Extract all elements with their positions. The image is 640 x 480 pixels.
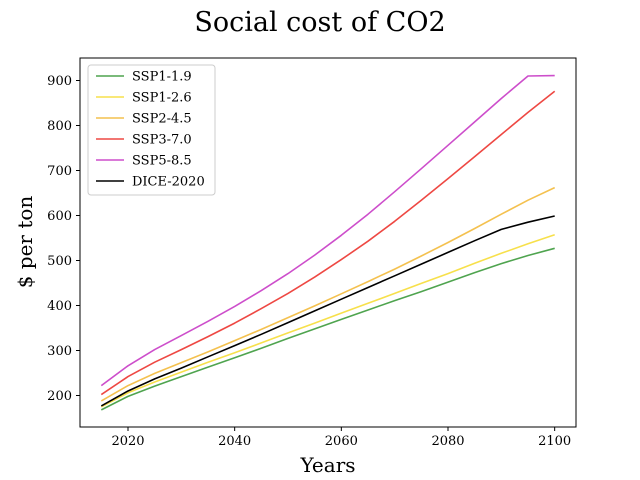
chart-title: Social cost of CO2 [194, 7, 445, 38]
legend-entry: DICE-2020 [132, 175, 205, 190]
x-axis-label: Years [299, 453, 355, 477]
series-line-ssp1-2-6 [100, 234, 555, 408]
y-tick-label: 200 [47, 389, 72, 404]
y-tick-label: 300 [47, 344, 72, 359]
y-tick-label: 400 [47, 299, 72, 314]
series-group [100, 74, 556, 411]
legend-entry: SSP5-8.5 [132, 154, 192, 169]
legend-entry: SSP1-1.9 [132, 70, 192, 85]
series-line-dice-2020 [100, 215, 555, 407]
x-tick-label: 2100 [538, 434, 571, 449]
y-tick-label: 700 [47, 164, 72, 179]
series-line-ssp3-7-0 [100, 90, 556, 396]
legend: SSP1-1.9 SSP1-2.6 SSP2-4.5 SSP3-7.0 SSP5-8.5… [87, 64, 216, 196]
legend-entry: SSP2-4.5 [132, 112, 192, 127]
legend-entry: SSP1-2.6 [132, 91, 192, 106]
y-tick-label: 600 [47, 209, 72, 224]
x-tick-label: 2020 [111, 434, 144, 449]
series-line-ssp2-4-5 [100, 186, 556, 402]
y-axis: 200 300 400 500 600 700 800 900 [47, 74, 80, 404]
x-tick-label: 2040 [218, 434, 251, 449]
y-tick-label: 500 [47, 254, 72, 269]
x-axis: 2020 2040 2060 2080 2100 [111, 427, 571, 449]
plot-area [79, 57, 577, 428]
series-line-ssp5-8-5 [100, 74, 555, 387]
y-tick-label: 800 [47, 119, 72, 134]
x-tick-label: 2060 [325, 434, 358, 449]
series-line-ssp1-1-9 [100, 247, 555, 411]
x-tick-label: 2080 [431, 434, 464, 449]
legend-entry: SSP3-7.0 [132, 133, 192, 148]
y-axis-label: $ per ton [13, 196, 37, 289]
y-tick-label: 900 [47, 74, 72, 89]
